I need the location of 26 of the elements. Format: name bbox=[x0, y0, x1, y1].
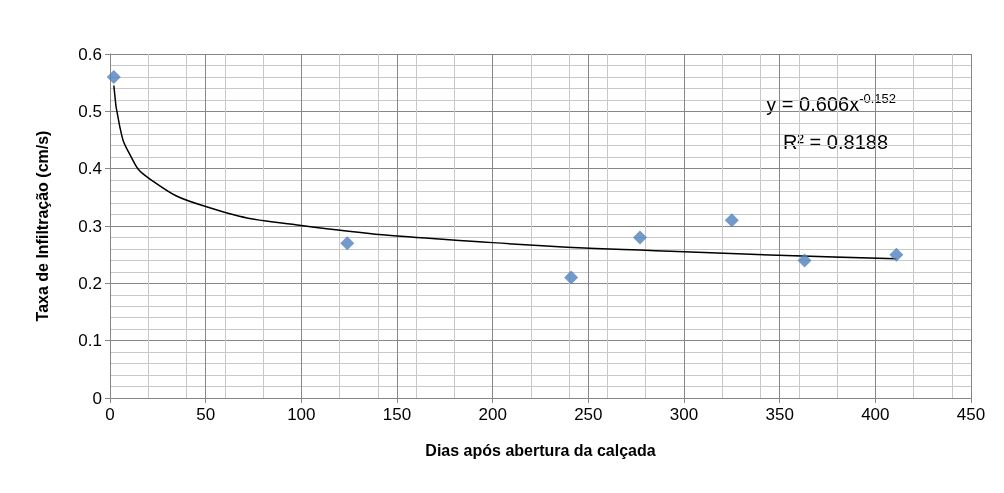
point bbox=[340, 236, 355, 251]
point bbox=[889, 247, 904, 262]
y-tick-label: 0.2 bbox=[78, 273, 102, 293]
x-tick-label: 50 bbox=[196, 405, 216, 424]
point bbox=[564, 270, 579, 285]
y-tick-label: 0.5 bbox=[78, 101, 102, 121]
x-tick-label: 450 bbox=[956, 405, 986, 424]
x-tick-label: 400 bbox=[861, 405, 890, 424]
x-tick-label: 300 bbox=[669, 405, 699, 424]
y-axis-title: Taxa de Infiltração (cm/s) bbox=[33, 130, 51, 322]
x-tick-label: 100 bbox=[287, 405, 316, 424]
y-tick-label: 0.3 bbox=[78, 216, 102, 236]
x-tick-label: 250 bbox=[574, 405, 603, 424]
point bbox=[724, 213, 739, 228]
point bbox=[632, 230, 647, 245]
y-tick-label: 0.4 bbox=[78, 159, 102, 179]
y-tick-label: 0 bbox=[92, 388, 102, 408]
x-tick-label: 0 bbox=[105, 405, 115, 424]
point bbox=[106, 69, 121, 84]
y-tick-label: 0.6 bbox=[78, 44, 102, 64]
x-tick-label: 350 bbox=[765, 405, 794, 424]
x-tick-label: 150 bbox=[382, 405, 412, 424]
x-tick-label: 200 bbox=[478, 405, 507, 424]
y-tick-label: 0.1 bbox=[78, 331, 102, 351]
x-axis-title: Dias após abertura da calçada bbox=[425, 441, 656, 459]
point bbox=[797, 253, 812, 268]
